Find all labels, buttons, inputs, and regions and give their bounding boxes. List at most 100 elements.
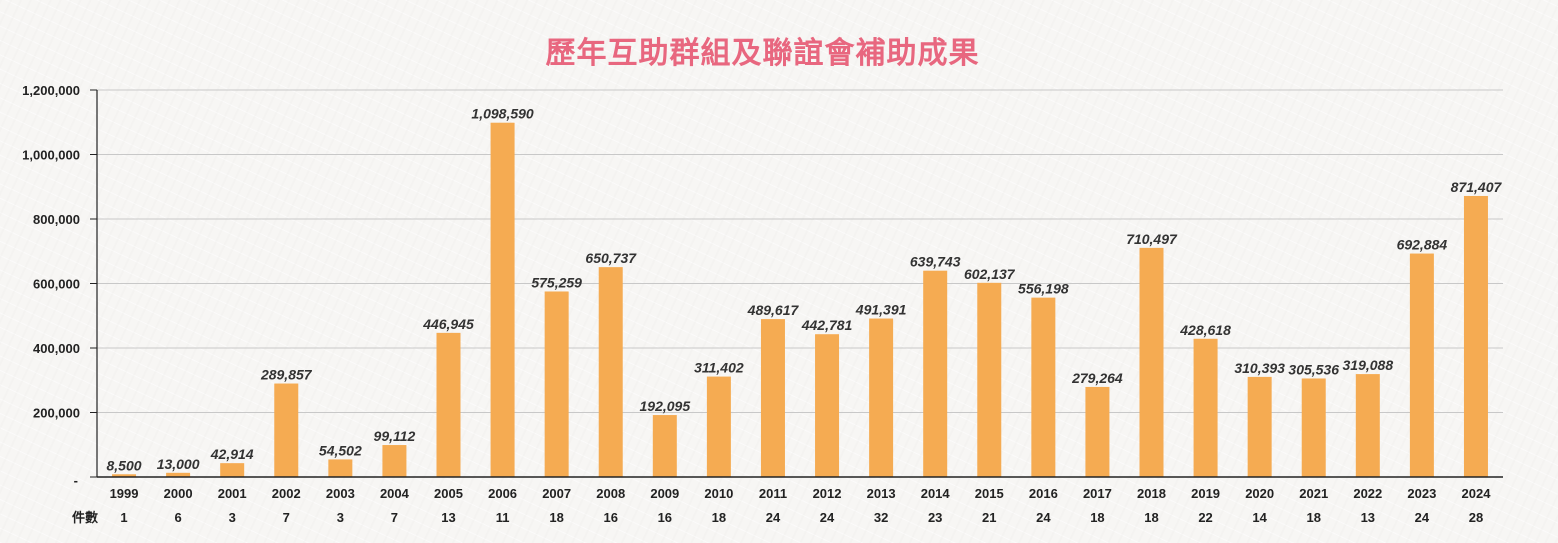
bar-2012 <box>815 334 840 477</box>
count-2006: 11 <box>496 510 510 525</box>
count-2003: 3 <box>337 510 344 525</box>
x-tick-label-2022: 2022 <box>1353 486 1382 501</box>
x-tick-label-2005: 2005 <box>434 486 463 501</box>
x-tick-label-2023: 2023 <box>1407 486 1436 501</box>
bar-2014 <box>923 270 948 477</box>
data-label-2002: 289,857 <box>260 367 313 383</box>
x-tick-label-2014: 2014 <box>921 486 951 501</box>
x-tick-label-2010: 2010 <box>704 486 733 501</box>
count-2021: 18 <box>1306 510 1320 525</box>
data-label-2016: 556,198 <box>1018 281 1069 297</box>
bars <box>112 122 1488 478</box>
bar-2000 <box>166 472 191 477</box>
data-labels: 8,500 13,000 42,914 289,857 54,502 99,112 446,… <box>107 106 1503 474</box>
count-2014: 23 <box>928 510 942 525</box>
count-2000: 6 <box>174 510 181 525</box>
count-row: 1 6 3 7 3 7 13 11 18 16 16 18 24 24 32 23 21 24 18 18 22 14 18… <box>72 510 1483 525</box>
count-2007: 18 <box>549 510 563 525</box>
data-label-2006: 1,098,590 <box>471 106 533 122</box>
x-tick-label-2011: 2011 <box>759 486 787 501</box>
count-row-label: 件數 <box>72 510 98 525</box>
count-2008: 16 <box>603 510 617 525</box>
x-tick-label-2013: 2013 <box>867 486 896 501</box>
data-label-2007: 575,259 <box>531 274 582 290</box>
x-tick-label-2000: 2000 <box>164 486 193 501</box>
bar-2019 <box>1193 338 1218 477</box>
x-tick-label-1999: 1999 <box>110 486 139 501</box>
count-1999: 1 <box>120 510 127 525</box>
x-tick-label-2021: 2021 <box>1299 486 1328 501</box>
bar-2015 <box>977 282 1002 477</box>
bar-2003 <box>328 459 353 477</box>
data-label-2005: 446,945 <box>422 316 474 332</box>
data-label-2000: 13,000 <box>157 456 200 472</box>
bar-2009 <box>652 415 677 477</box>
data-label-2018: 710,497 <box>1126 231 1178 247</box>
x-tick-label-2001: 2001 <box>218 486 247 501</box>
count-2018: 18 <box>1144 510 1158 525</box>
count-2019: 22 <box>1198 510 1212 525</box>
data-label-2011: 489,617 <box>747 302 800 318</box>
data-label-2008: 650,737 <box>585 250 637 266</box>
data-label-2015: 602,137 <box>964 266 1016 282</box>
bar-2011 <box>760 319 785 477</box>
bar-2002 <box>274 383 299 477</box>
bar-2010 <box>706 376 731 477</box>
bar-2020 <box>1247 376 1272 477</box>
x-tick-label-2007: 2007 <box>542 486 571 501</box>
data-label-2024: 871,407 <box>1451 179 1503 195</box>
x-axis: 1999 2000 2001 2002 2003 2004 2005 2006 2007 2008… <box>97 476 1503 501</box>
bar-2013 <box>869 318 894 477</box>
x-tick-label-2004: 2004 <box>380 486 410 501</box>
data-label-2010: 311,402 <box>694 360 744 376</box>
x-tick-label-2024: 2024 <box>1462 486 1492 501</box>
y-tick-label: 1,200,000 <box>22 83 80 98</box>
bar-2008 <box>598 267 623 477</box>
y-tick-label: 800,000 <box>33 212 80 227</box>
x-tick-label-2015: 2015 <box>975 486 1004 501</box>
bar-2017 <box>1085 386 1110 477</box>
x-tick-label-2012: 2012 <box>813 486 842 501</box>
bar-2023 <box>1409 253 1434 477</box>
count-2004: 7 <box>391 510 398 525</box>
bar-2007 <box>544 291 569 477</box>
count-2022: 13 <box>1361 510 1375 525</box>
x-tick-label-2009: 2009 <box>650 486 679 501</box>
count-2013: 32 <box>874 510 888 525</box>
count-2020: 14 <box>1252 510 1267 525</box>
gridlines <box>97 89 1503 413</box>
x-tick-label-2002: 2002 <box>272 486 301 501</box>
count-2009: 16 <box>658 510 672 525</box>
data-label-2019: 428,618 <box>1179 322 1231 338</box>
y-tick-label: 1,000,000 <box>22 148 80 163</box>
count-2017: 18 <box>1090 510 1104 525</box>
x-tick-label-2018: 2018 <box>1137 486 1166 501</box>
bar-2001 <box>220 463 245 477</box>
count-2012: 24 <box>820 510 835 525</box>
data-label-2012: 442,781 <box>801 317 853 333</box>
count-2001: 3 <box>229 510 236 525</box>
data-label-2003: 54,502 <box>319 442 362 458</box>
chart-title: 歷年互助群組及聯誼會補助成果 <box>545 36 980 71</box>
count-2023: 24 <box>1415 510 1430 525</box>
data-label-2022: 319,088 <box>1343 357 1394 373</box>
data-label-2001: 42,914 <box>210 446 254 462</box>
bar-2004 <box>382 445 407 477</box>
bar-2024 <box>1463 195 1488 477</box>
bar-1999 <box>112 474 137 477</box>
count-2011: 24 <box>766 510 781 525</box>
data-label-2023: 692,884 <box>1397 237 1448 253</box>
bar-2021 <box>1301 378 1326 477</box>
data-label-2014: 639,743 <box>910 254 961 270</box>
x-tick-label-2016: 2016 <box>1029 486 1058 501</box>
x-tick-label-2017: 2017 <box>1083 486 1112 501</box>
data-label-2013: 491,391 <box>855 302 907 318</box>
y-tick-label: 200,000 <box>33 406 80 421</box>
data-label-2020: 310,393 <box>1234 360 1285 376</box>
bar-2022 <box>1355 374 1380 477</box>
x-tick-label-2008: 2008 <box>596 486 625 501</box>
x-tick-label-2006: 2006 <box>488 486 517 501</box>
data-label-2021: 305,536 <box>1288 361 1339 377</box>
bar-2005 <box>436 332 461 477</box>
